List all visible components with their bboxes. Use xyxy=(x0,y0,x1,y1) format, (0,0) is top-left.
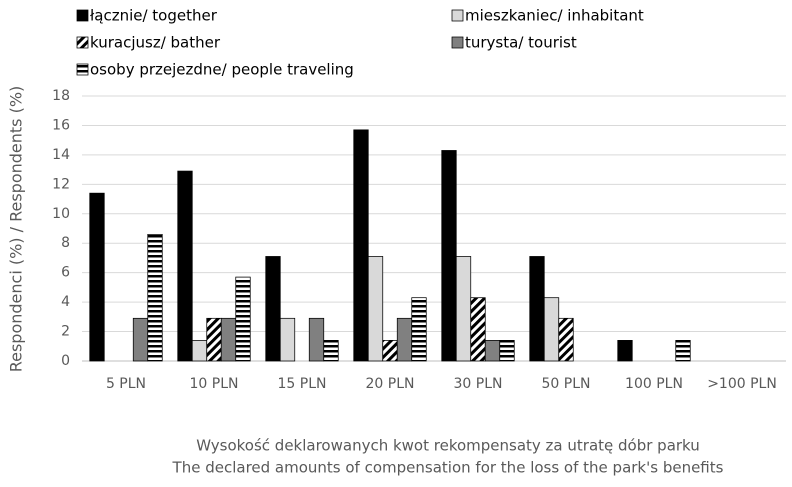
legend-swatch xyxy=(76,9,89,22)
y-tick-label: 14 xyxy=(52,147,70,163)
bar xyxy=(191,340,208,362)
x-tick-label: 100 PLN xyxy=(625,376,683,392)
y-tick-label: 2 xyxy=(61,324,70,340)
bar xyxy=(220,317,237,362)
y-tick-label: 12 xyxy=(52,176,70,192)
bar xyxy=(353,129,369,362)
legend-swatch xyxy=(451,9,464,22)
bar xyxy=(382,340,398,362)
legend-label: łącznie/ together xyxy=(90,7,218,25)
bar xyxy=(132,317,149,362)
bar xyxy=(499,340,515,362)
bar xyxy=(235,276,251,362)
bar xyxy=(675,340,691,362)
bar xyxy=(529,256,545,362)
x-axis-title: Wysokość deklarowanych kwot rekompensaty… xyxy=(196,437,700,455)
bar xyxy=(411,297,427,362)
y-tick-label: 16 xyxy=(52,117,70,133)
bar xyxy=(617,340,633,362)
x-tick-label: 20 PLN xyxy=(366,376,415,392)
bar xyxy=(455,256,472,362)
legend-label: mieszkaniec/ inhabitant xyxy=(465,7,644,25)
x-tick-label: 30 PLN xyxy=(454,376,503,392)
bar xyxy=(308,317,325,362)
x-tick-label: 15 PLN xyxy=(278,376,327,392)
legend-label: turysta/ tourist xyxy=(465,34,577,52)
bar xyxy=(396,317,413,362)
bar xyxy=(323,340,339,362)
x-tick-label: >100 PLN xyxy=(707,376,777,392)
x-tick-label: 5 PLN xyxy=(106,376,146,392)
x-axis-title: The declared amounts of compensation for… xyxy=(172,459,724,477)
legend-swatch xyxy=(76,36,89,49)
y-tick-label: 18 xyxy=(52,88,70,104)
x-tick-label: 50 PLN xyxy=(542,376,591,392)
y-tick-label: 0 xyxy=(61,353,70,369)
bar xyxy=(543,297,560,362)
bar xyxy=(279,317,296,362)
bar xyxy=(147,234,163,362)
legend-swatch xyxy=(76,63,89,76)
bar xyxy=(558,317,574,362)
x-tick-label: 10 PLN xyxy=(190,376,239,392)
bar xyxy=(470,297,486,362)
legend-swatch xyxy=(451,36,464,49)
y-tick-label: 8 xyxy=(61,235,70,251)
bar xyxy=(265,256,281,362)
y-tick-label: 6 xyxy=(61,265,70,281)
y-tick-label: 4 xyxy=(61,294,70,310)
y-tick-label: 10 xyxy=(52,206,70,222)
bar xyxy=(89,192,105,362)
bar xyxy=(367,256,384,362)
y-axis-title: Respondenci (%) / Respondents (%) xyxy=(7,86,26,373)
bar xyxy=(484,340,501,362)
bar xyxy=(206,317,222,362)
legend-label: kuracjusz/ bather xyxy=(90,34,221,52)
bar xyxy=(441,150,457,362)
legend-label: osoby przejezdne/ people traveling xyxy=(90,61,354,79)
bar xyxy=(177,170,193,362)
